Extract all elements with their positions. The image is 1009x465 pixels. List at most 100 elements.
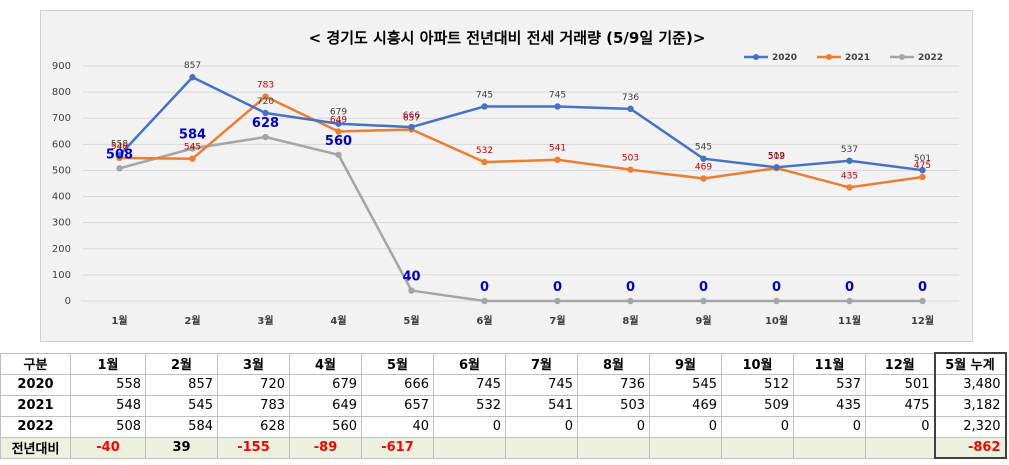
diff-cell — [649, 436, 722, 459]
table-header-row: 구분 1월 2월 3월 4월 5월 6월 7월 8월 9월 10월 11월 12월 5월 누계 — [0, 352, 1007, 375]
table-cell: 679 — [289, 373, 362, 396]
data-label-2022: 40 — [402, 270, 420, 285]
table-cell: 745 — [433, 373, 506, 396]
data-point-2022 — [627, 297, 634, 305]
table-cell: 509 — [721, 394, 794, 417]
data-label-2020: 679 — [330, 108, 347, 118]
data-point-2020 — [554, 103, 561, 110]
table-cell: 560 — [289, 415, 362, 438]
table-cell: 0 — [505, 415, 578, 438]
table-cell: 0 — [793, 415, 866, 438]
header-label: 구분 — [0, 352, 71, 375]
legend-marker-2020 — [753, 54, 759, 60]
table-cell: 512 — [721, 373, 794, 396]
diff-cell — [865, 436, 935, 459]
data-label-2021: 435 — [841, 171, 858, 181]
data-point-2022 — [773, 297, 780, 305]
table-cell: 783 — [217, 394, 290, 417]
table-cell: 501 — [865, 373, 935, 396]
data-point-2022 — [554, 297, 561, 305]
table-cell: 0 — [649, 415, 722, 438]
y-tick-label: 100 — [52, 270, 71, 281]
diff-total-cell: -862 — [933, 436, 1007, 459]
header-month: 2월 — [145, 352, 218, 375]
legend-marker-2022 — [899, 54, 905, 60]
diff-cell: -89 — [289, 436, 362, 459]
data-point-2022 — [481, 297, 488, 305]
table-cell: 508 — [70, 415, 146, 438]
x-tick-label: 9월 — [695, 315, 711, 327]
table-cell: 475 — [865, 394, 935, 417]
line-chart: < 경기도 시흥시 아파트 전년대비 전세 거래량 (5/9일 기준)> 0 10… — [52, 29, 959, 327]
table-cell: 503 — [577, 394, 650, 417]
total-cell: 2,320 — [933, 415, 1007, 438]
diff-cell — [505, 436, 578, 459]
data-label-2020: 720 — [257, 97, 274, 107]
x-tick-label: 6월 — [476, 315, 492, 327]
y-tick-label: 300 — [52, 218, 71, 229]
data-point-2020 — [262, 109, 269, 117]
table-cell: 0 — [433, 415, 506, 438]
header-month: 4월 — [289, 352, 362, 375]
diff-row: 전년대비 -40 39 -155 -89 -617 -862 — [0, 436, 1007, 459]
table-cell: 40 — [361, 415, 434, 438]
y-tick-label: 0 — [65, 296, 71, 307]
table-cell: 666 — [361, 373, 434, 396]
total-cell: 3,480 — [933, 373, 1007, 396]
data-point-2021 — [846, 184, 853, 191]
y-tick-label: 800 — [52, 87, 71, 98]
data-point-2021 — [189, 155, 196, 162]
table-cell: 720 — [217, 373, 290, 396]
x-tick-label: 1월 — [111, 315, 127, 327]
data-point-2021 — [919, 173, 926, 181]
data-label-2021: 469 — [695, 163, 712, 173]
data-point-2022 — [262, 133, 269, 141]
table-row: 2020 558 857 720 679 666 745 745 736 545 512 537 501… — [0, 373, 1007, 396]
total-cell: 3,182 — [933, 394, 1007, 417]
data-point-2022 — [408, 287, 415, 294]
chart-area: < 경기도 시흥시 아파트 전년대비 전세 거래량 (5/9일 기준)> 0 10… — [40, 10, 973, 342]
table-cell: 745 — [505, 373, 578, 396]
x-tick-label: 11월 — [838, 315, 861, 327]
table-cell: 857 — [145, 373, 218, 396]
table-cell: 649 — [289, 394, 362, 417]
x-tick-label: 3월 — [257, 315, 273, 327]
row-label: 전년대비 — [0, 436, 71, 459]
y-tick-label: 600 — [52, 139, 71, 150]
data-label-2020: 745 — [549, 90, 566, 100]
table-cell: 628 — [217, 415, 290, 438]
data-point-2020 — [481, 103, 488, 110]
header-month: 10월 — [721, 352, 794, 375]
data-label-2022: 0 — [553, 280, 562, 295]
table-cell: 435 — [793, 394, 866, 417]
data-point-2020 — [919, 166, 926, 174]
header-month: 1월 — [70, 352, 146, 375]
table-cell: 545 — [649, 373, 722, 396]
data-point-2020 — [846, 157, 853, 164]
table-cell: 469 — [649, 394, 722, 417]
diff-cell — [433, 436, 506, 459]
data-label-2022: 0 — [918, 280, 927, 295]
legend-label-2021: 2021 — [845, 53, 870, 63]
table-cell: 558 — [70, 373, 146, 396]
table-cell: 0 — [577, 415, 650, 438]
legend-marker-2021 — [826, 54, 832, 60]
data-label-2020: 666 — [403, 111, 420, 121]
series-line-2020 — [118, 75, 923, 172]
data-label-2022: 584 — [179, 128, 206, 143]
table-cell: 0 — [865, 415, 935, 438]
data-label-2020: 736 — [622, 93, 639, 103]
chart-title: < 경기도 시흥시 아파트 전년대비 전세 거래량 (5/9일 기준)> — [309, 29, 706, 47]
data-label-2020: 558 — [111, 139, 128, 149]
x-tick-label: 4월 — [330, 315, 346, 327]
table-cell: 584 — [145, 415, 218, 438]
y-tick-label: 400 — [52, 192, 71, 203]
data-label-2020: 537 — [841, 145, 858, 155]
x-tick-label: 2월 — [184, 315, 200, 327]
header-month: 12월 — [865, 352, 935, 375]
y-tick-label: 200 — [52, 244, 71, 255]
diff-cell: -617 — [361, 436, 434, 459]
diff-cell — [721, 436, 794, 459]
header-month: 9월 — [649, 352, 722, 375]
data-label-2022: 628 — [252, 116, 279, 131]
